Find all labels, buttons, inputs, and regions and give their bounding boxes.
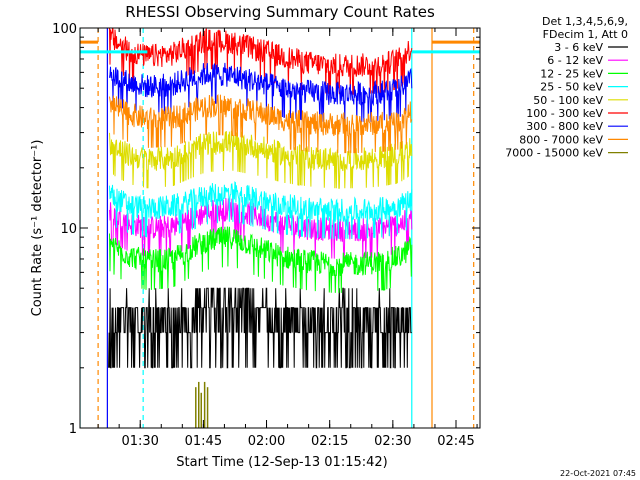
legend-label-4: 50 - 100 keV xyxy=(533,94,603,107)
x-tick-label-1: 01:45 xyxy=(185,434,222,449)
y-tick-label-0: 1 xyxy=(69,422,77,437)
series-line-0 xyxy=(108,287,412,369)
legend-label-6: 300 - 800 keV xyxy=(526,120,603,133)
legend-label-3: 25 - 50 keV xyxy=(540,81,603,94)
series-line-6 xyxy=(109,62,413,123)
legend-label-0: 3 - 6 keV xyxy=(554,41,603,54)
legend-label-5: 100 - 300 keV xyxy=(526,107,603,120)
y-tick-label-2: 100 xyxy=(52,22,77,37)
series-line-2 xyxy=(109,226,413,293)
legend-label-7: 800 - 7000 keV xyxy=(519,133,603,146)
date-stamp: 22-Oct-2021 07:45 xyxy=(560,469,636,478)
series-line-3 xyxy=(109,181,413,239)
x-tick-label-2: 02:00 xyxy=(248,434,285,449)
legend-label-8: 7000 - 15000 keV xyxy=(505,147,603,160)
legend-header-0: Det 1,3,4,5,6,9, xyxy=(542,15,628,28)
x-tick-label-5: 02:45 xyxy=(437,434,474,449)
series-line-4 xyxy=(109,130,413,189)
flag-lines xyxy=(80,40,480,54)
x-tick-label-3: 02:15 xyxy=(311,434,348,449)
legend-label-2: 12 - 25 keV xyxy=(540,67,603,80)
series-lines xyxy=(108,28,413,428)
chart-title: RHESSI Observing Summary Count Rates xyxy=(125,3,435,21)
x-tick-label-4: 02:30 xyxy=(374,434,411,449)
y-axis-label: Count Rate (s⁻¹ detector⁻¹) xyxy=(30,140,45,317)
y-tick-label-1: 10 xyxy=(60,222,77,237)
x-tick-label-0: 01:30 xyxy=(121,434,158,449)
legend: Det 1,3,4,5,6,9,FDecim 1, Att 03 - 6 keV… xyxy=(505,15,628,160)
x-axis-label: Start Time (12-Sep-13 01:15:42) xyxy=(176,455,387,470)
axes: 01:30 01:45 02:00 02:15 02:30 02:45 1 10 100 xyxy=(52,22,480,449)
legend-label-1: 6 - 12 keV xyxy=(547,54,603,67)
series-line-7 xyxy=(109,94,413,154)
series-line-5 xyxy=(109,28,413,95)
series-line-1 xyxy=(109,198,413,260)
legend-header-1: FDecim 1, Att 0 xyxy=(543,28,628,41)
